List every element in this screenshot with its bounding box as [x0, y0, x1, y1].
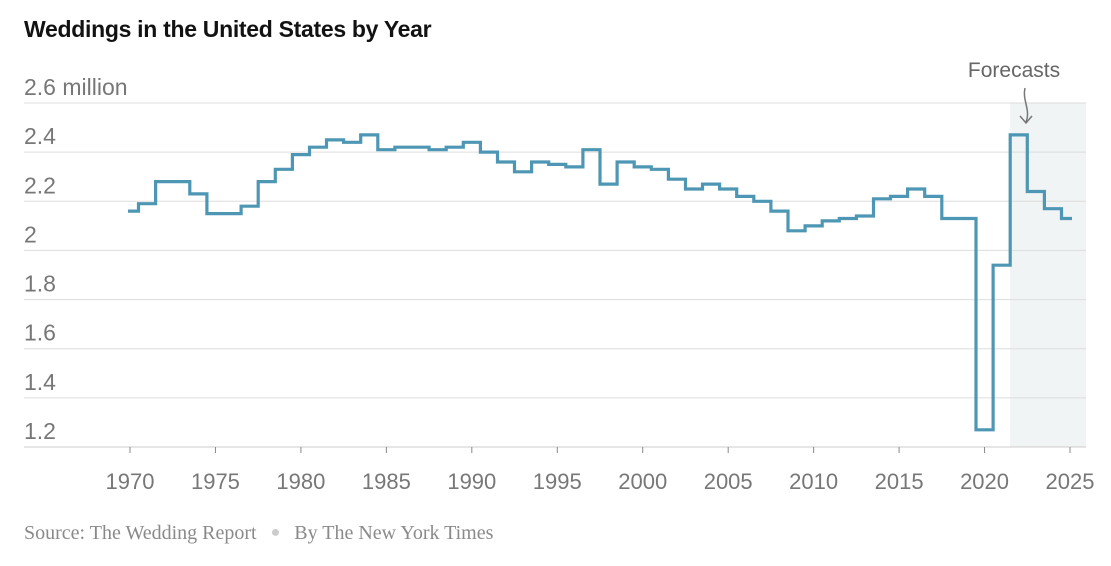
line-chart: 1.21.41.61.822.22.42.6 million 1970 1975 1… — [24, 59, 1095, 494]
y-tick-label: 1.8 — [24, 271, 56, 297]
x-tick-label: 2005 — [704, 469, 753, 494]
x-tick-label: 2015 — [875, 469, 924, 494]
x-tick-label: 1985 — [362, 469, 411, 494]
y-tick-label: 2.4 — [24, 123, 56, 149]
separator-dot: ● — [270, 524, 281, 541]
forecast-band — [1010, 103, 1086, 447]
x-tick-label: 1990 — [447, 469, 496, 494]
x-tick-label: 1995 — [533, 469, 582, 494]
y-tick-label: 1.2 — [24, 418, 56, 444]
chart-footer: Source: The Wedding Report ● By The New Yo… — [24, 522, 493, 545]
y-tick-label: 2.6 million — [24, 74, 128, 100]
source-credit: Source: The Wedding Report — [24, 522, 257, 544]
chart-title: Weddings in the United States by Year — [24, 16, 432, 42]
x-tick-label: 2010 — [789, 469, 838, 494]
x-tick-label: 1975 — [191, 469, 240, 494]
forecast-annotation: Forecasts — [968, 59, 1060, 125]
x-tick-label: 2000 — [618, 469, 667, 494]
annotation-arrow — [1023, 87, 1029, 123]
y-tick-label: 2.2 — [24, 172, 56, 198]
byline: By The New York Times — [294, 522, 494, 544]
gridlines — [24, 102, 1086, 448]
x-tick-label: 1970 — [106, 469, 155, 494]
y-tick-label: 1.6 — [24, 320, 56, 346]
x-tick-label: 2025 — [1046, 469, 1095, 494]
annotation-arrowhead — [1019, 115, 1033, 125]
x-tick-label: 1980 — [276, 469, 325, 494]
y-axis: 1.2 1.4 1.6 1.8 2 2.2 2.4 2.6 million — [24, 74, 128, 444]
forecast-label: Forecasts — [968, 59, 1060, 82]
series-line — [128, 133, 1072, 432]
y-tick-label: 2 — [24, 221, 37, 247]
x-tick-label: 2020 — [960, 469, 1009, 494]
x-axis: 1970 1975 1980 1985 1990 1995 2000 2005 2010 2015… — [106, 447, 1095, 494]
y-tick-label: 1.4 — [24, 369, 56, 395]
